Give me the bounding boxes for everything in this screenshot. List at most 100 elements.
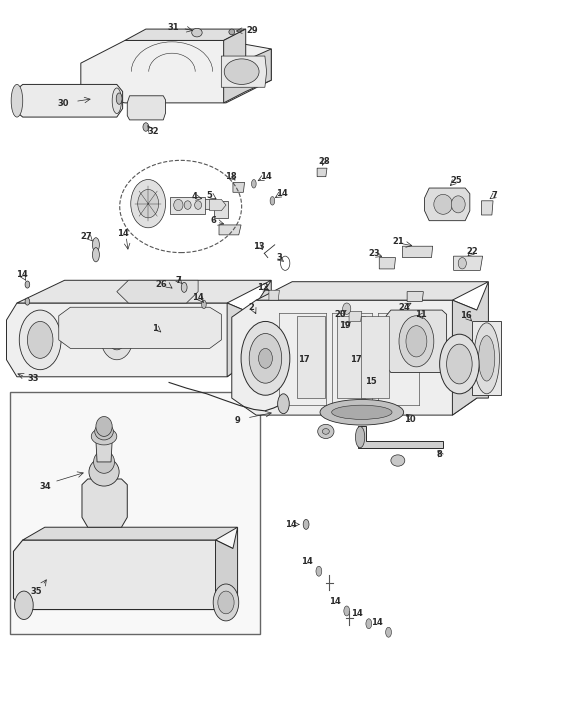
Text: 3: 3 (276, 253, 282, 262)
Text: 15: 15 (365, 378, 377, 386)
Polygon shape (269, 290, 279, 300)
Polygon shape (96, 441, 112, 462)
Text: 14: 14 (276, 189, 288, 198)
Polygon shape (232, 300, 477, 415)
Text: 20: 20 (334, 310, 346, 319)
Polygon shape (23, 528, 237, 540)
Polygon shape (386, 310, 446, 373)
Text: 11: 11 (415, 310, 427, 319)
Ellipse shape (446, 344, 472, 384)
Text: 14: 14 (285, 520, 297, 529)
Polygon shape (219, 225, 241, 235)
Ellipse shape (218, 591, 234, 614)
Ellipse shape (184, 201, 191, 209)
Ellipse shape (143, 324, 150, 333)
Ellipse shape (224, 59, 259, 85)
Ellipse shape (320, 400, 404, 425)
Ellipse shape (386, 627, 392, 637)
Ellipse shape (194, 201, 201, 209)
Ellipse shape (173, 199, 183, 210)
Ellipse shape (406, 326, 427, 357)
Ellipse shape (95, 423, 113, 440)
Text: 14: 14 (117, 229, 129, 238)
Ellipse shape (15, 591, 33, 619)
Text: 4: 4 (191, 192, 197, 201)
Ellipse shape (93, 247, 100, 262)
Ellipse shape (434, 194, 452, 214)
Ellipse shape (318, 424, 334, 439)
Text: 25: 25 (450, 176, 462, 186)
Ellipse shape (191, 28, 202, 37)
Ellipse shape (213, 584, 239, 621)
Ellipse shape (116, 93, 122, 105)
Ellipse shape (258, 348, 272, 368)
Ellipse shape (316, 566, 322, 576)
Ellipse shape (251, 179, 256, 188)
Text: 14: 14 (352, 609, 363, 619)
Ellipse shape (303, 520, 309, 530)
Ellipse shape (241, 321, 290, 395)
Text: 28: 28 (319, 156, 331, 166)
Polygon shape (221, 56, 267, 87)
Polygon shape (82, 479, 127, 528)
Polygon shape (407, 292, 423, 301)
Polygon shape (424, 188, 470, 220)
Ellipse shape (366, 619, 372, 629)
Polygon shape (256, 282, 488, 300)
Ellipse shape (391, 455, 405, 466)
Text: 34: 34 (39, 481, 51, 491)
Polygon shape (210, 199, 226, 210)
Polygon shape (223, 29, 271, 103)
Polygon shape (403, 246, 432, 257)
Polygon shape (127, 96, 166, 120)
Polygon shape (214, 201, 228, 218)
Text: 26: 26 (155, 280, 167, 289)
Text: 7: 7 (176, 276, 181, 285)
Text: 6: 6 (210, 216, 216, 225)
Ellipse shape (101, 314, 133, 360)
Polygon shape (117, 280, 198, 303)
Ellipse shape (108, 324, 126, 350)
Text: 24: 24 (398, 303, 410, 311)
Text: 17: 17 (298, 355, 310, 363)
Ellipse shape (143, 123, 149, 132)
Polygon shape (297, 316, 325, 398)
Ellipse shape (11, 85, 23, 117)
Ellipse shape (458, 257, 466, 269)
Text: 14: 14 (301, 557, 313, 566)
Ellipse shape (181, 282, 187, 292)
Text: 14: 14 (16, 270, 27, 279)
Text: 7: 7 (491, 191, 497, 200)
Text: 8: 8 (436, 450, 442, 459)
Ellipse shape (90, 324, 97, 333)
Text: 14: 14 (371, 618, 383, 627)
Ellipse shape (27, 321, 53, 358)
Polygon shape (317, 169, 327, 176)
Polygon shape (17, 280, 271, 303)
Ellipse shape (93, 237, 100, 252)
Ellipse shape (154, 324, 161, 333)
Polygon shape (59, 307, 221, 348)
Polygon shape (12, 85, 123, 117)
Text: 29: 29 (247, 26, 258, 35)
Text: 12: 12 (257, 283, 269, 292)
Ellipse shape (25, 298, 30, 305)
Polygon shape (452, 282, 488, 415)
Ellipse shape (91, 428, 117, 445)
Text: 14: 14 (260, 172, 271, 181)
Text: 23: 23 (369, 249, 381, 258)
Text: 30: 30 (58, 99, 69, 108)
Text: 21: 21 (392, 237, 404, 247)
Ellipse shape (138, 189, 159, 218)
Ellipse shape (270, 196, 275, 205)
Polygon shape (349, 311, 362, 321)
Ellipse shape (189, 324, 196, 333)
Ellipse shape (322, 429, 329, 434)
Ellipse shape (399, 316, 434, 367)
Text: 9: 9 (235, 416, 240, 425)
Polygon shape (81, 41, 271, 103)
Ellipse shape (19, 310, 61, 370)
Ellipse shape (96, 417, 112, 437)
Ellipse shape (201, 300, 206, 309)
Ellipse shape (474, 323, 499, 394)
